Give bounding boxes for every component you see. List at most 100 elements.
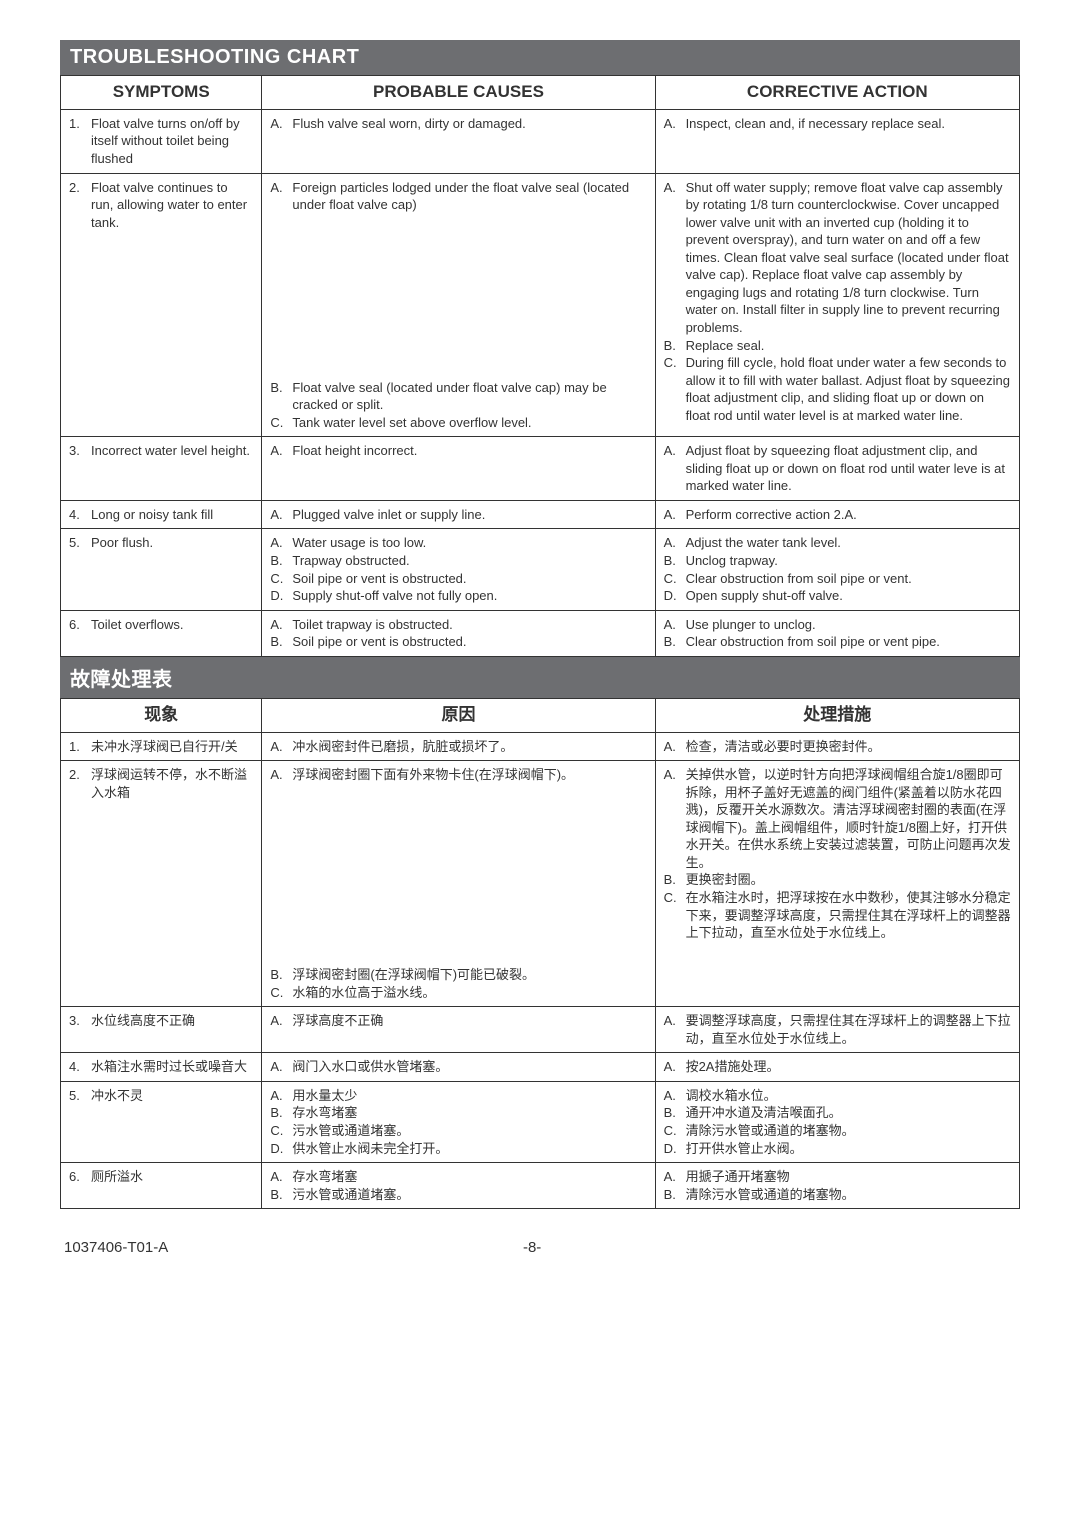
list-item: A.Inspect, clean and, if necessary repla… <box>664 115 1011 133</box>
list-item: A.Shut off water supply; remove float va… <box>664 179 1011 337</box>
table-row: 2.浮球阀运转不停，水不断溢入水箱A.浮球阀密封圈下面有外来物卡住(在浮球阀帽下… <box>61 761 1020 1007</box>
list-item: 4.Long or noisy tank fill <box>69 506 253 524</box>
list-item: A.要调整浮球高度，只需捏住其在浮球杆上的调整器上下拉动，直至水位处于水位线上。 <box>664 1012 1011 1047</box>
item-text: 浮球高度不正确 <box>292 1012 646 1030</box>
item-label: B. <box>664 552 686 570</box>
item-label: 5. <box>69 1087 91 1105</box>
item-label: A. <box>664 442 686 495</box>
item-label: A. <box>270 115 292 133</box>
list-item: A.Float height incorrect. <box>270 442 646 460</box>
symptom-cell: 3.Incorrect water level height. <box>61 437 262 501</box>
item-text: Plugged valve inlet or supply line. <box>292 506 646 524</box>
item-label: B. <box>664 633 686 651</box>
chinese-table: 现象 原因 处理措施 1.未冲水浮球阀已自行开/关A.冲水阀密封件已磨损，肮脏或… <box>60 698 1020 1210</box>
item-label: A. <box>270 1168 292 1186</box>
item-label: C. <box>664 354 686 424</box>
list-item: A.存水弯堵塞 <box>270 1168 646 1186</box>
action-cell: A.Use plunger to unclog.B.Clear obstruct… <box>655 610 1019 656</box>
list-item: 2.Float valve continues to run, allowing… <box>69 179 253 232</box>
cause-cell: A.Toilet trapway is obstructed.B.Soil pi… <box>262 610 655 656</box>
list-item: B.Float valve seal (located under float … <box>270 379 646 414</box>
item-label: B. <box>664 871 686 889</box>
item-text: Toilet trapway is obstructed. <box>292 616 646 634</box>
item-label: A. <box>270 616 292 634</box>
item-text: 冲水阀密封件已磨损，肮脏或损坏了。 <box>292 738 646 756</box>
item-text: 更换密封圈。 <box>686 871 1011 889</box>
list-item: 5.冲水不灵 <box>69 1087 253 1105</box>
item-text: Soil pipe or vent is obstructed. <box>292 570 646 588</box>
item-label: C. <box>664 1122 686 1140</box>
item-label: C. <box>270 570 292 588</box>
item-text: Float valve continues to run, allowing w… <box>91 179 253 232</box>
list-item: B.Trapway obstructed. <box>270 552 646 570</box>
item-label: D. <box>664 587 686 605</box>
cause-cell: A.Float height incorrect. <box>262 437 655 501</box>
table-row: 1.Float valve turns on/off by itself wit… <box>61 109 1020 173</box>
item-label: 5. <box>69 534 91 552</box>
action-cell: A.要调整浮球高度，只需捏住其在浮球杆上的调整器上下拉动，直至水位处于水位线上。 <box>655 1007 1019 1053</box>
list-item: 5.Poor flush. <box>69 534 253 552</box>
item-label: D. <box>270 1140 292 1158</box>
action-cell: A.Adjust the water tank level.B.Unclog t… <box>655 529 1019 610</box>
item-text: Inspect, clean and, if necessary replace… <box>686 115 1011 133</box>
list-item: B.Clear obstruction from soil pipe or ve… <box>664 633 1011 651</box>
list-item: A.Adjust float by squeezing float adjust… <box>664 442 1011 495</box>
item-label: D. <box>664 1140 686 1158</box>
item-label: B. <box>270 633 292 651</box>
item-label: A. <box>664 1168 686 1186</box>
item-text: 清除污水管或通道的堵塞物。 <box>686 1122 1011 1140</box>
cause-cell: A.Plugged valve inlet or supply line. <box>262 500 655 529</box>
item-text: 污水管或通道堵塞。 <box>292 1186 646 1204</box>
th-cn-symptoms: 现象 <box>61 698 262 732</box>
page-footer: 1037406-T01-A -8- <box>60 1239 1020 1256</box>
item-text: Foreign particles lodged under the float… <box>292 179 646 214</box>
symptom-cell: 1.未冲水浮球阀已自行开/关 <box>61 732 262 761</box>
table-row: 1.未冲水浮球阀已自行开/关A.冲水阀密封件已磨损，肮脏或损坏了。A.检查，清洁… <box>61 732 1020 761</box>
action-cell: A.Perform corrective action 2.A. <box>655 500 1019 529</box>
item-label: A. <box>664 179 686 337</box>
symptom-cell: 4.Long or noisy tank fill <box>61 500 262 529</box>
item-text: 检查，清洁或必要时更换密封件。 <box>686 738 1011 756</box>
list-item: 6.Toilet overflows. <box>69 616 253 634</box>
item-text: Long or noisy tank fill <box>91 506 253 524</box>
symptom-cell: 5.冲水不灵 <box>61 1081 262 1162</box>
item-text: 关掉供水管，以逆时针方向把浮球阀帽组合旋1/8圈即可拆除，用杯子盖好无遮盖的阀门… <box>686 766 1011 871</box>
item-text: 打开供水管止水阀。 <box>686 1140 1011 1158</box>
item-text: 污水管或通道堵塞。 <box>292 1122 646 1140</box>
symptom-cell: 6.Toilet overflows. <box>61 610 262 656</box>
item-text: Poor flush. <box>91 534 253 552</box>
item-label: B. <box>270 1186 292 1204</box>
item-text: Incorrect water level height. <box>91 442 253 460</box>
list-item: B.清除污水管或通道的堵塞物。 <box>664 1186 1011 1204</box>
th-causes: PROBABLE CAUSES <box>262 76 655 110</box>
list-item: C.水箱的水位高于溢水线。 <box>270 984 646 1002</box>
table-row: 3.Incorrect water level height. A.Float h… <box>61 437 1020 501</box>
list-item: B.浮球阀密封圈(在浮球阀帽下)可能已破裂。 <box>270 966 646 984</box>
item-label: D. <box>270 587 292 605</box>
item-label: A. <box>664 506 686 524</box>
th-cn-action: 处理措施 <box>655 698 1019 732</box>
cause-cell: A.Water usage is too low.B.Trapway obstr… <box>262 529 655 610</box>
list-item: D.Supply shut-off valve not fully open. <box>270 587 646 605</box>
table-row: 4.Long or noisy tank fillA.Plugged valve… <box>61 500 1020 529</box>
item-label: 6. <box>69 616 91 634</box>
item-text: Float valve turns on/off by itself witho… <box>91 115 253 168</box>
list-item: A.Foreign particles lodged under the flo… <box>270 179 646 214</box>
list-item: B.Replace seal. <box>664 337 1011 355</box>
item-label: A. <box>270 506 292 524</box>
list-item: A.Toilet trapway is obstructed. <box>270 616 646 634</box>
item-text: Float valve seal (located under float va… <box>292 379 646 414</box>
item-text: Adjust float by squeezing float adjustme… <box>686 442 1011 495</box>
item-label: 3. <box>69 442 91 460</box>
item-text: 未冲水浮球阀已自行开/关 <box>91 738 253 756</box>
item-text: Open supply shut-off valve. <box>686 587 1011 605</box>
item-text: 水位线高度不正确 <box>91 1012 253 1030</box>
item-text: 在水箱注水时，把浮球按在水中数秒，使其注够水分稳定下来，要调整浮球高度，只需捏住… <box>686 889 1011 942</box>
item-label: B. <box>270 379 292 414</box>
symptom-cell: 5.Poor flush. <box>61 529 262 610</box>
item-text: 用水量太少 <box>292 1087 646 1105</box>
list-item: C.Clear obstruction from soil pipe or ve… <box>664 570 1011 588</box>
action-cell: A.检查，清洁或必要时更换密封件。 <box>655 732 1019 761</box>
list-item: 2.浮球阀运转不停，水不断溢入水箱 <box>69 766 253 801</box>
action-cell: A.按2A措施处理。 <box>655 1053 1019 1082</box>
